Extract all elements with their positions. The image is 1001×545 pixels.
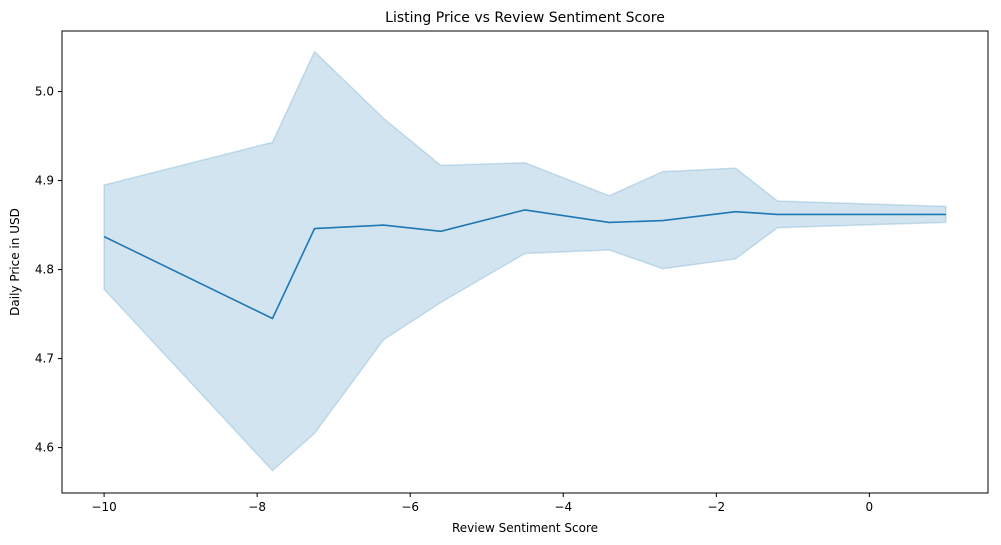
x-tick-label: −10 <box>91 500 116 514</box>
x-tick-label: −6 <box>401 500 419 514</box>
y-axis-title: Daily Price in USD <box>8 208 22 316</box>
x-tick-label: −4 <box>554 500 572 514</box>
confidence-band-layer <box>103 50 947 472</box>
y-tick-label: 5.0 <box>35 85 54 99</box>
y-tick-label: 4.8 <box>35 263 54 277</box>
y-tick-label: 4.7 <box>35 352 54 366</box>
x-tick-label: 0 <box>866 500 874 514</box>
x-tick-label: −8 <box>248 500 266 514</box>
x-axis: −10 −8 −6 −4 −2 0 <box>91 493 873 514</box>
series-line <box>103 209 946 320</box>
x-tick-label: −2 <box>707 500 725 514</box>
y-tick-label: 4.6 <box>35 441 54 455</box>
chart-title: Listing Price vs Review Sentiment Score <box>385 10 665 26</box>
y-axis: 4.6 4.7 4.8 4.9 5.0 <box>35 85 62 455</box>
confidence-band <box>103 50 947 472</box>
y-tick-label: 4.9 <box>35 174 54 188</box>
plot-frame <box>61 30 989 494</box>
series-line-layer <box>103 209 946 320</box>
x-axis-title: Review Sentiment Score <box>452 521 598 535</box>
